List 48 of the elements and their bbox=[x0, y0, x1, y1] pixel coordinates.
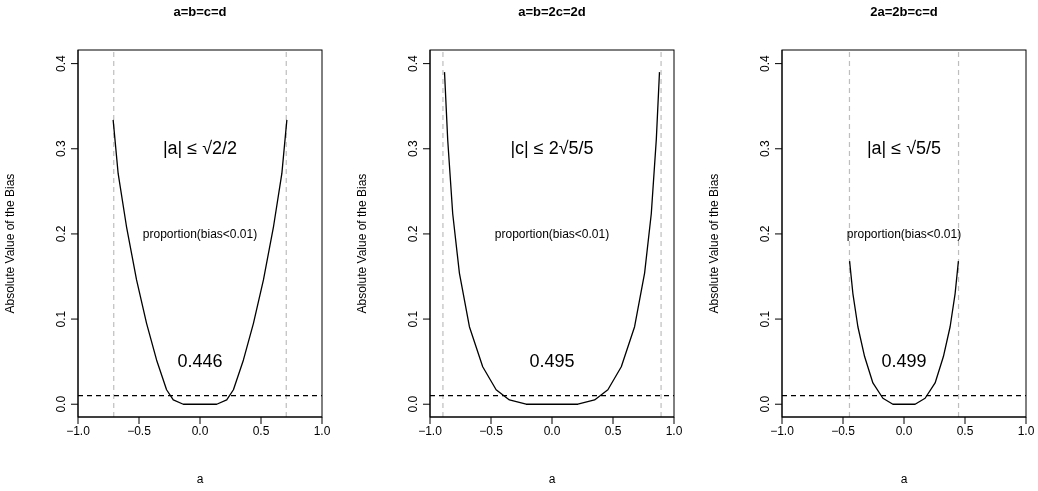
annotation: |a| ≤ √5/5 bbox=[865, 137, 943, 160]
y-tick-label: 0.2 bbox=[54, 225, 68, 243]
y-tick-label: 0.0 bbox=[54, 395, 68, 413]
y-tick-label: 0.1 bbox=[758, 310, 772, 328]
x-tick-label: 1.0 bbox=[1017, 423, 1035, 438]
x-axis-title: a bbox=[196, 472, 204, 486]
annotation: proportion(bias<0.01) bbox=[845, 226, 963, 242]
annotation: |a| ≤ √2/2 bbox=[161, 137, 239, 160]
x-tick-label: 0.0 bbox=[895, 423, 913, 438]
y-tick-label: 0.4 bbox=[406, 54, 420, 72]
y-tick-label: 0.1 bbox=[406, 310, 420, 328]
x-tick-label: −0.5 bbox=[127, 423, 152, 438]
y-tick-label: 0.3 bbox=[54, 140, 68, 158]
x-axis-title: a bbox=[548, 472, 556, 486]
y-tick-label: 0.2 bbox=[758, 225, 772, 243]
y-axis-title: Absolute Value of the Bias bbox=[707, 173, 722, 314]
y-axis-title: Absolute Value of the Bias bbox=[3, 173, 18, 314]
chart-title: 2a=2b=c=d bbox=[869, 4, 939, 19]
y-tick-label: 0.4 bbox=[758, 54, 772, 72]
x-tick-label: 0.5 bbox=[604, 423, 622, 438]
x-tick-label: 0.0 bbox=[191, 423, 209, 438]
y-tick-label: 0.0 bbox=[758, 395, 772, 413]
x-tick-label: 1.0 bbox=[313, 423, 331, 438]
annotation: 0.495 bbox=[528, 350, 576, 373]
y-tick-label: 0.3 bbox=[406, 140, 420, 158]
y-tick-label: 0.2 bbox=[406, 225, 420, 243]
x-tick-label: −0.5 bbox=[831, 423, 856, 438]
annotation: |c| ≤ 2√5/5 bbox=[509, 137, 595, 160]
x-axis-title: a bbox=[900, 472, 908, 486]
annotation: 0.499 bbox=[880, 350, 928, 373]
y-axis-title: Absolute Value of the Bias bbox=[355, 173, 370, 314]
x-tick-label: 0.5 bbox=[252, 423, 270, 438]
y-tick-label: 0.0 bbox=[406, 395, 420, 413]
y-tick-label: 0.4 bbox=[54, 54, 68, 72]
x-tick-label: 1.0 bbox=[665, 423, 683, 438]
y-tick-label: 0.3 bbox=[758, 140, 772, 158]
chart-title: a=b=c=d bbox=[172, 4, 228, 19]
chart-title: a=b=2c=2d bbox=[517, 4, 587, 19]
x-tick-label: 0.0 bbox=[543, 423, 561, 438]
x-tick-label: −0.5 bbox=[479, 423, 504, 438]
annotation: proportion(bias<0.01) bbox=[493, 226, 611, 242]
x-tick-label: −1.0 bbox=[770, 423, 795, 438]
x-tick-label: 0.5 bbox=[956, 423, 974, 438]
x-tick-label: −1.0 bbox=[66, 423, 91, 438]
annotation: proportion(bias<0.01) bbox=[141, 226, 259, 242]
x-tick-label: −1.0 bbox=[418, 423, 443, 438]
y-tick-label: 0.1 bbox=[54, 310, 68, 328]
annotation: 0.446 bbox=[176, 350, 224, 373]
